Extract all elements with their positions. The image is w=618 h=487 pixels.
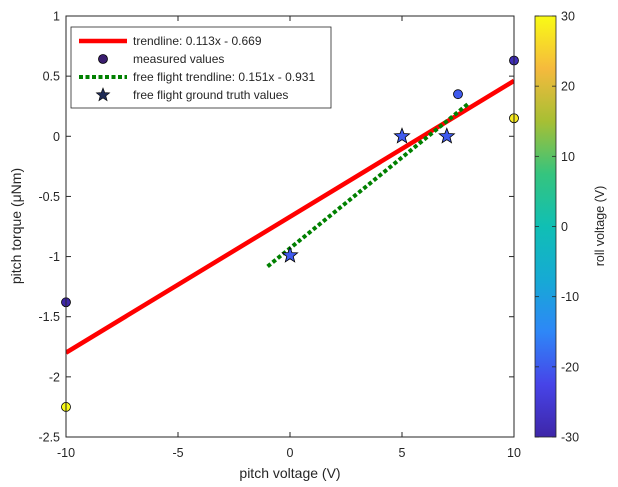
y-tick-label: 1 <box>53 10 60 24</box>
colorbar-tick-label: 30 <box>561 10 575 24</box>
x-tick-label: 10 <box>507 446 521 460</box>
x-axis-ticks: -10 -5 0 5 10 <box>57 16 521 460</box>
colorbar-tick-label: -10 <box>561 290 579 304</box>
series-layer <box>66 78 514 355</box>
x-tick-label: 5 <box>399 446 406 460</box>
x-tick-label: -10 <box>57 446 75 460</box>
legend-swatch-circle <box>98 54 108 64</box>
y-tick-label: 0 <box>53 130 60 144</box>
x-tick-label: 0 <box>287 446 294 460</box>
y-tick-label: -2 <box>49 370 60 384</box>
colorbar-tick-label: 10 <box>561 150 575 164</box>
colorbar-ticks: -30 -20 -10 0 10 20 30 <box>535 10 579 445</box>
y-axis-label: pitch torque (μNm) <box>8 168 24 284</box>
legend: trendline: 0.113x - 0.669 measured values… <box>70 26 332 109</box>
colorbar-tick-label: 0 <box>561 220 568 234</box>
legend-items: trendline: 0.113x - 0.669 measured values… <box>79 34 315 102</box>
legend-entry-label: free flight ground truth values <box>133 88 288 102</box>
colorbar-tick-label: -20 <box>561 360 579 374</box>
colorbar-tick-label: 20 <box>561 80 575 94</box>
legend-entry-label: measured values <box>133 52 224 66</box>
legend-entry-label: trendline: 0.113x - 0.669 <box>133 34 262 48</box>
colorbar: -30 -20 -10 0 10 20 30 roll voltage (V) <box>534 10 607 445</box>
legend-entry-label: free flight trendline: 0.151x - 0.931 <box>133 70 315 84</box>
y-tick-label: 0.5 <box>43 70 60 84</box>
colorbar-label: roll voltage (V) <box>593 186 607 267</box>
y-tick-label: -1.5 <box>38 310 60 324</box>
ground-truth-point <box>438 127 456 144</box>
ground-truth-point <box>393 127 411 144</box>
y-tick-label: -2.5 <box>38 431 60 445</box>
colorbar-tick-label: -30 <box>561 431 579 445</box>
series-line-2 <box>266 101 471 268</box>
legend-swatch-star <box>95 87 111 102</box>
x-tick-label: -5 <box>172 446 183 460</box>
y-tick-label: -0.5 <box>38 190 60 204</box>
ground-truth-point <box>281 246 299 263</box>
y-axis-ticks: -2.5 -2 -1.5 -1 -0.5 0 0.5 1 <box>38 10 514 445</box>
x-axis-label: pitch voltage (V) <box>239 465 340 481</box>
y-tick-label: -1 <box>49 250 60 264</box>
measured-value-point <box>453 89 463 100</box>
